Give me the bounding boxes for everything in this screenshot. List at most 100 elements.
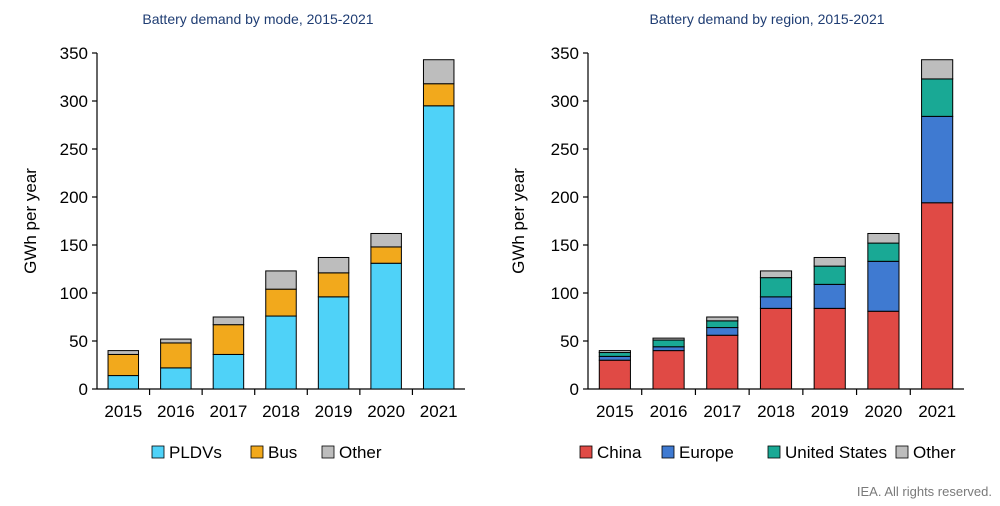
x-tick-label: 2020 bbox=[367, 402, 405, 421]
y-tick-label: 300 bbox=[551, 92, 579, 111]
legend-label: Other bbox=[913, 443, 956, 462]
chart-title: Battery demand by mode, 2015-2021 bbox=[142, 11, 373, 27]
y-tick-label: 200 bbox=[551, 188, 579, 207]
bar-segment-united-states bbox=[706, 320, 739, 329]
legend-swatch bbox=[661, 445, 675, 459]
y-tick-label: 350 bbox=[60, 44, 88, 63]
bar-segment-europe bbox=[867, 260, 900, 312]
bar-segment-china bbox=[706, 334, 739, 390]
bar-segment-china bbox=[759, 307, 793, 390]
y-tick-label: 50 bbox=[560, 332, 579, 351]
y-tick-label: 100 bbox=[60, 284, 88, 303]
bar-segment-other bbox=[867, 232, 900, 244]
x-tick-label: 2018 bbox=[262, 402, 300, 421]
legend-label: United States bbox=[785, 443, 887, 462]
bar-segment-pldvs bbox=[422, 105, 455, 390]
y-tick-label: 150 bbox=[60, 236, 88, 255]
y-tick-label: 0 bbox=[79, 380, 88, 399]
x-tick-label: 2017 bbox=[703, 402, 741, 421]
y-tick-label: 300 bbox=[60, 92, 88, 111]
bar-segment-other bbox=[813, 256, 846, 267]
bar-segment-europe bbox=[921, 115, 954, 204]
legend-swatch bbox=[250, 445, 264, 459]
y-tick-label: 250 bbox=[551, 140, 579, 159]
bar-segment-other bbox=[160, 338, 192, 344]
chart-by-mode: Battery demand by mode, 2015-2021 GWh per… bbox=[21, 11, 465, 462]
bar-segment-other bbox=[265, 270, 297, 290]
y-tick-label: 200 bbox=[60, 188, 88, 207]
bar-segment-other bbox=[107, 350, 140, 355]
y-tick-label: 0 bbox=[570, 380, 579, 399]
x-tick-label: 2015 bbox=[596, 402, 634, 421]
bar-segment-pldvs bbox=[212, 353, 245, 390]
bar-segment-china bbox=[813, 307, 846, 390]
chart-title: Battery demand by region, 2015-2021 bbox=[649, 11, 884, 27]
credit-text: IEA. All rights reserved. bbox=[856, 484, 992, 499]
bar-segment-europe bbox=[813, 283, 846, 309]
legend-swatch bbox=[579, 445, 593, 459]
legend-label: China bbox=[597, 443, 642, 462]
bar-segment-united-states bbox=[813, 265, 846, 285]
x-tick-label: 2021 bbox=[918, 402, 956, 421]
bar-segment-other bbox=[921, 59, 954, 80]
bar-segment-bus bbox=[160, 342, 192, 369]
chart-by-region: Battery demand by region, 2015-2021 GWh p… bbox=[509, 11, 964, 462]
bar-segment-europe bbox=[652, 346, 685, 352]
x-tick-label: 2016 bbox=[157, 402, 195, 421]
bar-segment-china bbox=[921, 202, 954, 390]
legend-label: Other bbox=[339, 443, 382, 462]
bar-segment-pldvs bbox=[370, 262, 402, 390]
x-tick-label: 2017 bbox=[210, 402, 248, 421]
y-tick-label: 250 bbox=[60, 140, 88, 159]
bar-segment-bus bbox=[212, 324, 245, 355]
bar-segment-other bbox=[212, 316, 245, 326]
bar-segment-europe bbox=[759, 296, 793, 309]
bar-segment-china bbox=[652, 350, 685, 390]
x-tick-label: 2021 bbox=[420, 402, 458, 421]
legend-label: Europe bbox=[679, 443, 734, 462]
bar-segment-other bbox=[317, 256, 350, 274]
bar-segment-pldvs bbox=[107, 375, 140, 390]
bar-segment-united-states bbox=[867, 242, 900, 262]
legend-swatch bbox=[321, 445, 335, 459]
bar-segment-europe bbox=[706, 327, 739, 336]
bar-segment-united-states bbox=[921, 78, 954, 117]
y-tick-label: 50 bbox=[69, 332, 88, 351]
bar-segment-bus bbox=[422, 83, 455, 107]
bar-segment-pldvs bbox=[160, 367, 192, 390]
x-tick-label: 2015 bbox=[104, 402, 142, 421]
y-axis-label: GWh per year bbox=[21, 168, 40, 274]
bar-segment-europe bbox=[598, 355, 631, 361]
bar-segment-bus bbox=[107, 353, 140, 377]
bar-segment-china bbox=[598, 359, 631, 390]
legend-swatch bbox=[767, 445, 781, 459]
x-tick-label: 2016 bbox=[650, 402, 688, 421]
bar-segment-bus bbox=[265, 288, 297, 317]
bar-segment-other bbox=[706, 316, 739, 322]
bar-segment-china bbox=[867, 310, 900, 390]
legend-label: PLDVs bbox=[169, 443, 222, 462]
x-tick-label: 2018 bbox=[757, 402, 795, 421]
bar-segment-other bbox=[370, 232, 402, 248]
y-tick-label: 150 bbox=[551, 236, 579, 255]
bar-segment-other bbox=[759, 270, 793, 279]
bar-segment-united-states bbox=[598, 352, 631, 357]
legend-swatch bbox=[151, 445, 165, 459]
bar-segment-united-states bbox=[759, 277, 793, 298]
y-tick-label: 350 bbox=[551, 44, 579, 63]
bar-segment-other bbox=[652, 337, 685, 341]
x-tick-label: 2019 bbox=[811, 402, 849, 421]
bar-segment-other bbox=[598, 350, 631, 354]
bar-segment-pldvs bbox=[265, 315, 297, 390]
legend-label: Bus bbox=[268, 443, 297, 462]
legend-swatch bbox=[895, 445, 909, 459]
bar-segment-other bbox=[422, 59, 455, 85]
y-tick-label: 100 bbox=[551, 284, 579, 303]
bar-segment-united-states bbox=[652, 339, 685, 348]
bar-segment-bus bbox=[370, 246, 402, 264]
x-tick-label: 2020 bbox=[865, 402, 903, 421]
bar-segment-bus bbox=[317, 272, 350, 298]
y-axis-label: GWh per year bbox=[509, 168, 528, 274]
x-tick-label: 2019 bbox=[315, 402, 353, 421]
